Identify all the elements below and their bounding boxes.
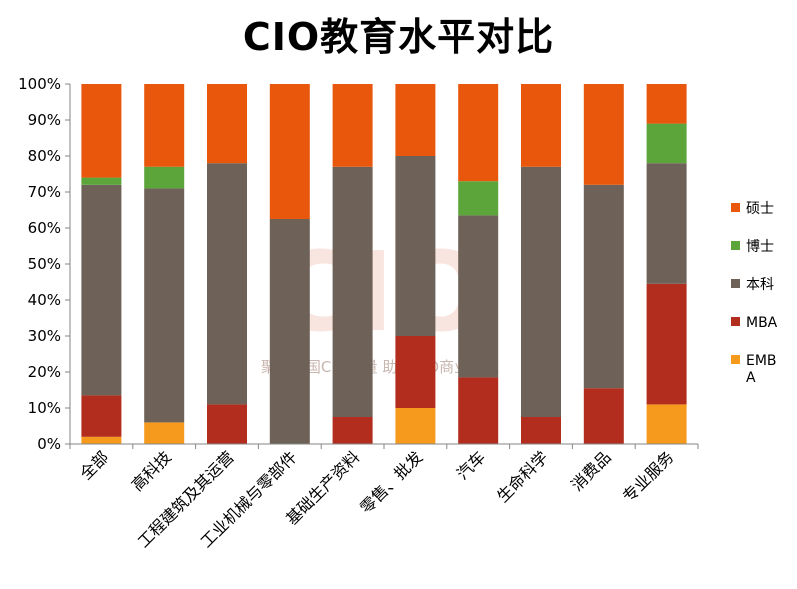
y-tick-label: 50% (28, 255, 61, 273)
bar-segment (458, 377, 499, 444)
bar-segment (207, 84, 247, 164)
legend-swatch (731, 355, 740, 364)
y-tick-label: 20% (28, 363, 61, 381)
bar-segment (395, 336, 436, 408)
bars-layer (81, 84, 687, 444)
bar-segment (583, 84, 624, 185)
legend-label: 博士 (746, 238, 774, 255)
bar-segment (521, 166, 561, 417)
bar-segment (646, 123, 687, 164)
bar-segment (646, 163, 687, 284)
bar-segment (81, 184, 122, 396)
y-tick-label: 0% (37, 435, 61, 453)
legend-label: MBA (746, 315, 778, 331)
bar-segment (81, 395, 122, 437)
bar-segment (144, 188, 185, 423)
bar-segment (144, 422, 185, 444)
bar-segment (583, 388, 624, 444)
bar-segment (269, 219, 310, 444)
bar-segment (144, 166, 185, 189)
bar-segment (332, 417, 373, 444)
bar-segment (144, 84, 185, 167)
bar-segment (646, 283, 687, 405)
bar-segment (521, 417, 561, 444)
x-category-label: 全部 (76, 447, 112, 483)
bar-segment (521, 84, 561, 167)
y-tick-label: 100% (18, 75, 61, 93)
x-category-label: 消费品 (567, 447, 614, 494)
legend-swatch (731, 203, 740, 212)
legend-label: 本科 (746, 277, 774, 293)
legend-swatch (731, 241, 740, 250)
bar-segment (583, 184, 624, 389)
bar-segment (81, 436, 122, 444)
bar-segment (207, 163, 247, 405)
x-category-label: 高科技 (128, 447, 175, 494)
y-tick-label: 30% (28, 327, 61, 345)
bar-segment (458, 84, 499, 182)
bar-segment (332, 166, 373, 417)
bar-segment (395, 84, 436, 156)
y-tick-label: 40% (28, 291, 61, 309)
bar-segment (458, 215, 499, 378)
x-category-label: 生命科学 (493, 447, 552, 506)
legend-swatch (731, 279, 740, 288)
bar-segment (458, 181, 499, 216)
x-category-label: 零售、批发 (356, 447, 426, 517)
bar-segment (207, 404, 247, 444)
bar-segment (81, 84, 122, 178)
legend-label: EMB A (746, 353, 777, 386)
x-category-label: 专业服务 (619, 447, 678, 506)
chart-title: CIO教育水平对比 (242, 15, 555, 59)
y-tick-label: 10% (28, 399, 61, 417)
legend-label: 硕士 (746, 201, 774, 217)
legend-swatch (731, 317, 740, 326)
bar-segment (269, 84, 310, 219)
y-tick-label: 90% (28, 111, 61, 129)
y-tick-label: 80% (28, 147, 61, 165)
bar-segment (395, 408, 436, 444)
bar-segment (332, 84, 373, 167)
y-tick-label: 60% (28, 219, 61, 237)
x-category-label: 汽车 (453, 447, 489, 483)
bar-segment (646, 404, 687, 444)
watermark-text: 聚合中国CIO力量 助推CIO商业价值 (261, 358, 499, 376)
bar-segment (646, 84, 687, 124)
bar-segment (81, 177, 122, 185)
y-tick-label: 70% (28, 183, 61, 201)
bar-segment (395, 156, 436, 336)
